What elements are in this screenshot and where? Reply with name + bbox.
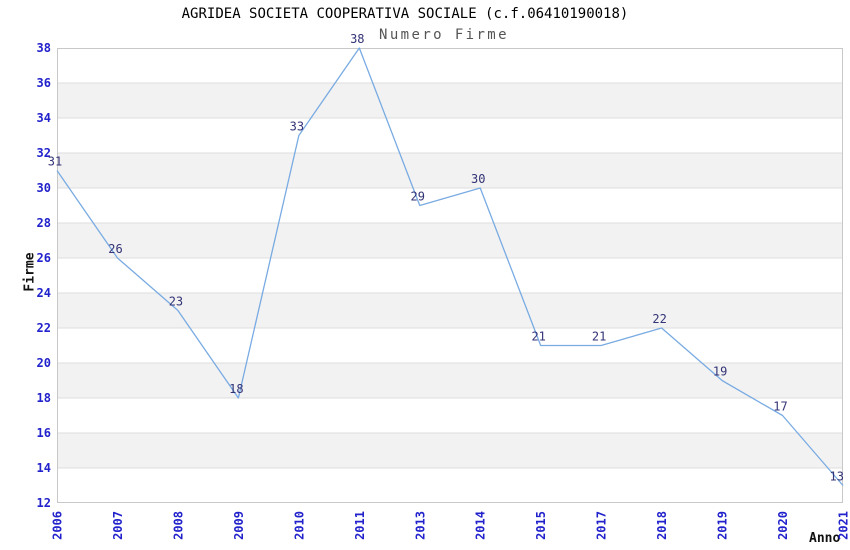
data-point-label: 21 <box>592 330 606 344</box>
grid-band <box>57 48 843 83</box>
x-tick-label: 2007 <box>111 511 125 540</box>
y-tick-label: 28 <box>37 216 51 230</box>
y-tick-label: 34 <box>37 111 51 125</box>
grid-band <box>57 118 843 153</box>
chart-title: AGRIDEA SOCIETA COOPERATIVA SOCIALE (c.f… <box>181 6 629 22</box>
x-tick-label: 2014 <box>474 511 488 540</box>
x-tick-label: 2008 <box>171 511 185 540</box>
x-tick-label: 2010 <box>292 511 306 540</box>
x-axis-title: Anno <box>809 531 841 546</box>
grid-band <box>57 258 843 293</box>
data-point-label: 33 <box>290 120 304 134</box>
grid-band <box>57 433 843 468</box>
y-tick-label: 20 <box>37 356 51 370</box>
y-tick-label: 12 <box>37 496 51 510</box>
y-tick-label: 22 <box>37 321 51 335</box>
y-tick-label: 36 <box>37 76 51 90</box>
data-point-label: 30 <box>471 172 485 186</box>
x-tick-label: 2020 <box>776 511 790 540</box>
y-tick-label: 30 <box>37 181 51 195</box>
data-point-label: 23 <box>169 295 183 309</box>
x-tick-label: 2011 <box>353 511 367 540</box>
chart-subtitle: Numero Firme <box>379 27 509 43</box>
x-tick-label: 2021 <box>837 511 850 540</box>
data-point-label: 21 <box>531 330 545 344</box>
y-tick-label: 16 <box>37 426 51 440</box>
x-tick-label: 2018 <box>655 511 669 540</box>
data-point-label: 19 <box>713 365 727 379</box>
grid-band <box>57 363 843 398</box>
data-point-label: 26 <box>108 242 122 256</box>
x-tick-label: 2006 <box>51 511 65 540</box>
grid-band <box>57 328 843 363</box>
grid-band <box>57 293 843 328</box>
y-tick-label: 18 <box>37 391 51 405</box>
x-tick-label: 2013 <box>413 511 427 540</box>
data-point-label: 31 <box>48 155 62 169</box>
x-tick-label: 2015 <box>534 511 548 540</box>
data-point-label: 18 <box>229 382 243 396</box>
data-point-label: 29 <box>411 190 425 204</box>
grid-band <box>57 398 843 433</box>
grid-band <box>57 188 843 223</box>
y-tick-label: 14 <box>37 461 51 475</box>
y-tick-label: 24 <box>37 286 51 300</box>
x-tick-label: 2019 <box>716 511 730 540</box>
series-line <box>56 47 844 486</box>
y-tick-label: 32 <box>37 146 51 160</box>
x-tick-label: 2009 <box>232 511 246 540</box>
y-tick-label: 38 <box>37 41 51 55</box>
data-point-label: 38 <box>350 32 364 46</box>
grid-band <box>57 223 843 258</box>
data-point-label: 13 <box>830 470 844 484</box>
data-point-label: 22 <box>652 312 666 326</box>
y-tick-label: 26 <box>37 251 51 265</box>
grid-band <box>57 153 843 188</box>
plot-border <box>57 48 843 503</box>
grid-band <box>57 83 843 118</box>
data-point-label: 17 <box>773 400 787 414</box>
grid-band <box>57 468 843 503</box>
x-tick-label: 2017 <box>595 511 609 540</box>
